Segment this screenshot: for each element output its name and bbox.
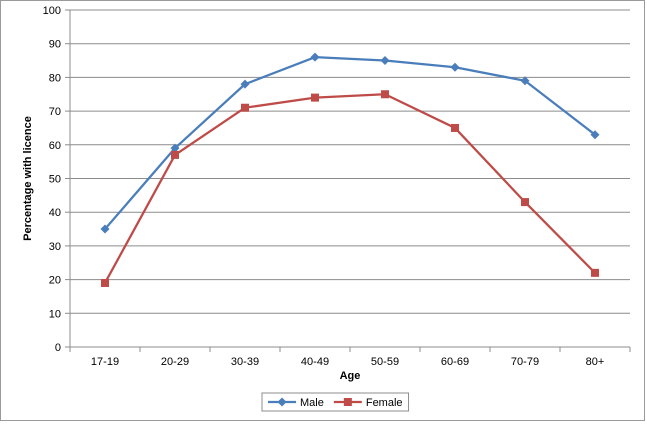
y-tick-label: 30 xyxy=(49,241,61,253)
data-point-female xyxy=(241,103,249,112)
x-tick-label: 40-49 xyxy=(301,356,329,368)
series-layer xyxy=(100,52,600,287)
x-tick-label: 17-19 xyxy=(91,356,119,368)
x-tick-label: 60-69 xyxy=(441,356,469,368)
y-tick-label: 20 xyxy=(49,275,61,287)
y-tick-label: 70 xyxy=(49,106,61,118)
x-tick-label: 20-29 xyxy=(161,356,189,368)
data-point-female xyxy=(451,123,459,132)
y-tick-label: 50 xyxy=(49,174,61,186)
x-tick-label: 70-79 xyxy=(511,356,539,368)
x-tick-label: 50-59 xyxy=(371,356,399,368)
legend-label: Male xyxy=(300,397,324,409)
legend-item-male: Male xyxy=(268,397,324,409)
data-point-female xyxy=(381,90,389,99)
y-tick-labels: 0 10 20 30 40 50 60 70 80 90 100 xyxy=(43,5,61,354)
legend-marker xyxy=(343,398,352,406)
legend-marker xyxy=(277,397,287,407)
x-tick-label: 80+ xyxy=(586,356,605,368)
data-point-male xyxy=(170,143,180,153)
data-point-male xyxy=(100,224,110,234)
y-tick-label: 80 xyxy=(49,72,61,84)
x-tick-label: 30-39 xyxy=(231,356,259,368)
series-line-female xyxy=(104,93,596,284)
legend: Male Female xyxy=(261,392,410,412)
data-point-male xyxy=(380,56,390,66)
y-tick-label: 100 xyxy=(43,5,61,17)
x-tick-labels: 17-19 20-29 30-39 40-49 50-59 60-69 70-79 80+ xyxy=(91,356,604,368)
data-point-male xyxy=(310,52,320,62)
data-point-male xyxy=(590,130,600,140)
y-tick-label: 10 xyxy=(49,308,61,320)
x-axis-title: Age xyxy=(340,370,361,382)
data-point-female xyxy=(101,278,109,287)
series-female xyxy=(101,90,599,287)
legend-label: Female xyxy=(366,397,403,409)
y-tick-label: 40 xyxy=(49,207,61,219)
series-male xyxy=(100,52,600,234)
series-line-male xyxy=(104,56,596,230)
axes xyxy=(69,10,631,352)
data-point-female xyxy=(171,150,179,159)
data-point-female xyxy=(521,198,529,207)
y-tick-label: 60 xyxy=(49,140,61,152)
data-point-female xyxy=(591,268,599,277)
data-point-male xyxy=(520,76,530,86)
data-point-female xyxy=(311,93,319,102)
data-point-male xyxy=(450,62,460,72)
data-point-male xyxy=(240,79,250,89)
y-tick-label: 90 xyxy=(49,39,61,51)
y-tick-label: 0 xyxy=(55,342,61,354)
legend-item-female: Female xyxy=(333,397,403,409)
y-axis-title: Percentage with licence xyxy=(22,116,34,241)
